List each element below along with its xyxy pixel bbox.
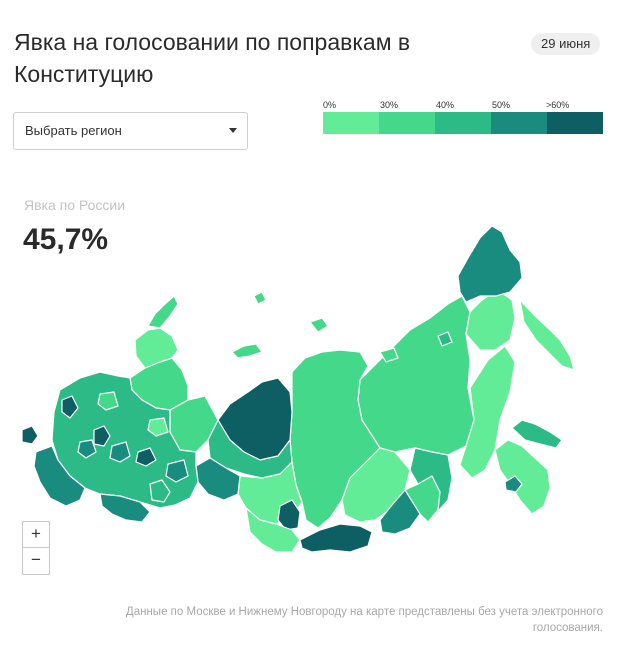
- region-shape[interactable]: [504, 475, 523, 493]
- legend-tick: 50%: [492, 100, 511, 110]
- legend-swatch: [323, 112, 379, 134]
- region-shape[interactable]: [231, 343, 263, 359]
- region-shape[interactable]: [277, 499, 301, 531]
- region-shape[interactable]: [309, 317, 329, 333]
- region-shape[interactable]: [207, 419, 293, 479]
- legend-tick: 0%: [323, 100, 337, 110]
- summary-value: 45,7%: [23, 223, 109, 256]
- chevron-down-icon: [229, 128, 237, 133]
- region-shape[interactable]: [93, 425, 111, 447]
- region-shape[interactable]: [147, 295, 179, 329]
- region-shape[interactable]: [135, 447, 157, 467]
- page-title: Явка на голосовании по поправкам в Конст…: [14, 29, 411, 87]
- region-shape[interactable]: [457, 225, 523, 303]
- footnote: Данные по Москве и Нижнему Новгороду на …: [125, 606, 603, 634]
- region-shape[interactable]: [61, 395, 79, 419]
- legend-swatch: [435, 112, 491, 134]
- date-badge: 29 июня: [531, 33, 601, 55]
- region-shape[interactable]: [21, 425, 39, 445]
- region-shape[interactable]: [299, 523, 373, 553]
- region-shape[interactable]: [494, 439, 551, 515]
- region-shape[interactable]: [109, 441, 131, 463]
- region-select[interactable]: Выбрать регион: [13, 112, 248, 150]
- region-shape[interactable]: [379, 347, 399, 363]
- region-shape[interactable]: [245, 507, 301, 553]
- region-shape[interactable]: [519, 299, 575, 371]
- zoom-in-button[interactable]: +: [22, 521, 50, 548]
- region-shape[interactable]: [195, 457, 241, 501]
- region-shape[interactable]: [149, 479, 171, 503]
- region-shape[interactable]: [511, 419, 563, 449]
- region-shape[interactable]: [357, 295, 475, 456]
- region-shape[interactable]: [253, 291, 267, 305]
- region-shape[interactable]: [437, 331, 453, 347]
- summary-label: Явка по России: [24, 197, 126, 213]
- russia-turnout-map[interactable]: [0, 210, 641, 560]
- region-shape[interactable]: [165, 459, 189, 483]
- region-shape[interactable]: [147, 417, 169, 437]
- legend-tick: >60%: [546, 100, 570, 110]
- legend-tick: 30%: [380, 100, 399, 110]
- legend-swatch: [491, 112, 547, 134]
- zoom-out-button[interactable]: −: [22, 548, 50, 575]
- region-shape[interactable]: [77, 439, 97, 459]
- region-shape[interactable]: [134, 327, 179, 369]
- legend-swatch: [547, 112, 603, 134]
- region-shape[interactable]: [97, 391, 119, 411]
- region-shape[interactable]: [99, 493, 151, 523]
- region-select-label: Выбрать регион: [25, 123, 122, 138]
- region-shape[interactable]: [459, 345, 516, 479]
- region-shape[interactable]: [404, 475, 441, 523]
- region-shape[interactable]: [33, 445, 86, 507]
- legend-tick: 40%: [436, 100, 455, 110]
- color-legend: 0% 30% 40% 50% >60%: [323, 100, 603, 134]
- legend-swatch: [379, 112, 435, 134]
- region-shape[interactable]: [465, 289, 516, 351]
